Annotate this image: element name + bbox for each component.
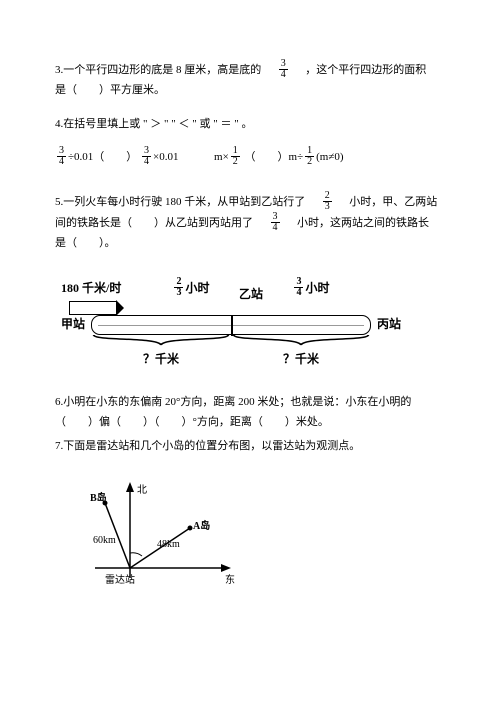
q4-op1: ÷0.01（ ） bbox=[68, 151, 137, 163]
q5-line3: 是（ ）。 bbox=[55, 237, 116, 249]
radar-diagram: 北 东 雷达站 B岛 60km A岛 48km bbox=[75, 468, 255, 618]
q5-pre: 5.一列火车每小时行驶 180 千米，从甲站到乙站行了 bbox=[55, 196, 305, 208]
brace-right bbox=[231, 333, 371, 349]
question-4: 4.在括号里填上或 " ＞ " " ＜ " 或 " ＝ " 。 34÷0.01（… bbox=[55, 115, 445, 168]
radar-islandB-dist: 60km bbox=[93, 532, 116, 550]
q4-e3-mid: （ ）m÷ bbox=[245, 151, 304, 163]
q5-frac-1: 23 bbox=[323, 191, 332, 212]
track-q1: ？千米 bbox=[91, 349, 231, 371]
q5-line2a: 间的铁路长是（ ）从乙站到丙站用了 bbox=[55, 217, 253, 229]
question-7: 7.下面是雷达站和几个小岛的位置分布图，以雷达站为观测点。 bbox=[55, 437, 445, 457]
radar-islandB: B岛 bbox=[90, 490, 107, 508]
track-bar bbox=[91, 315, 371, 335]
q5-mid1: 小时，甲、乙两站 bbox=[349, 196, 437, 208]
q4-frac-2: 34 bbox=[142, 146, 151, 167]
question-6: 6.小明在小东的东偏南 20°方向，距离 200 米处；也就是说：小东在小明的 … bbox=[55, 393, 445, 433]
track-right-label: 丙站 bbox=[371, 314, 401, 336]
q7-text: 7.下面是雷达站和几个小岛的位置分布图，以雷达站为观测点。 bbox=[55, 440, 360, 452]
q4-frac-4: 12 bbox=[305, 146, 314, 167]
track-diagram: 180 千米/时 23小时 乙站 34小时 甲站 丙站 ？千米 ？千米 bbox=[61, 271, 401, 371]
q4-e3-post: (m≠0) bbox=[316, 151, 343, 163]
radar-north: 北 bbox=[137, 482, 147, 500]
radar-islandA-dist: 48km bbox=[157, 536, 180, 554]
radar-east: 东 bbox=[225, 572, 235, 590]
q4-frac-1: 34 bbox=[57, 146, 66, 167]
q4-op2: ×0.01 bbox=[153, 151, 178, 163]
q3-fraction: 3 4 bbox=[279, 59, 288, 80]
q3-line2: 是（ ）平方厘米。 bbox=[55, 84, 165, 96]
radar-station: 雷达站 bbox=[105, 572, 135, 590]
track-q2: ？千米 bbox=[231, 349, 371, 371]
q3-text-pre: 3.一个平行四边形的底是 8 厘米，高是底的 bbox=[55, 64, 261, 76]
q4-expressions: 34÷0.01（ ） 34×0.01 m×12 （ ）m÷12(m≠0) bbox=[55, 147, 445, 168]
q4-e3-pre: m× bbox=[214, 151, 229, 163]
track-mid-label: 乙站 bbox=[231, 284, 271, 306]
q6-line1: 6.小明在小东的东偏南 20°方向，距离 200 米处；也就是说：小东在小明的 bbox=[55, 396, 411, 408]
track-speed: 180 千米/时 bbox=[61, 278, 151, 300]
brace-left bbox=[91, 333, 231, 349]
q6-line2: （ ）偏（ ）（ ）°方向，距离（ ）米处。 bbox=[55, 416, 329, 428]
radar-islandA: A岛 bbox=[193, 518, 210, 536]
denominator: 4 bbox=[279, 70, 288, 80]
track-time-1: 23小时 bbox=[151, 278, 231, 300]
q4-title: 4.在括号里填上或 " ＞ " " ＜ " 或 " ＝ " 。 bbox=[55, 115, 445, 135]
question-5: 5.一列火车每小时行驶 180 千米，从甲站到乙站行了 23 小时，甲、乙两站 … bbox=[55, 192, 445, 254]
q5-mid2: 小时，这两站之间的铁路长 bbox=[297, 217, 429, 229]
question-3: 3.一个平行四边形的底是 8 厘米，高是底的 3 4 ，这个平行四边形的面积 是… bbox=[55, 60, 445, 101]
track-time-2: 34小时 bbox=[271, 278, 351, 300]
track-left-label: 甲站 bbox=[61, 314, 91, 336]
q4-frac-3: 12 bbox=[231, 146, 240, 167]
q3-text-post: ，这个平行四边形的面积 bbox=[305, 64, 426, 76]
q5-frac-2: 34 bbox=[271, 212, 280, 233]
